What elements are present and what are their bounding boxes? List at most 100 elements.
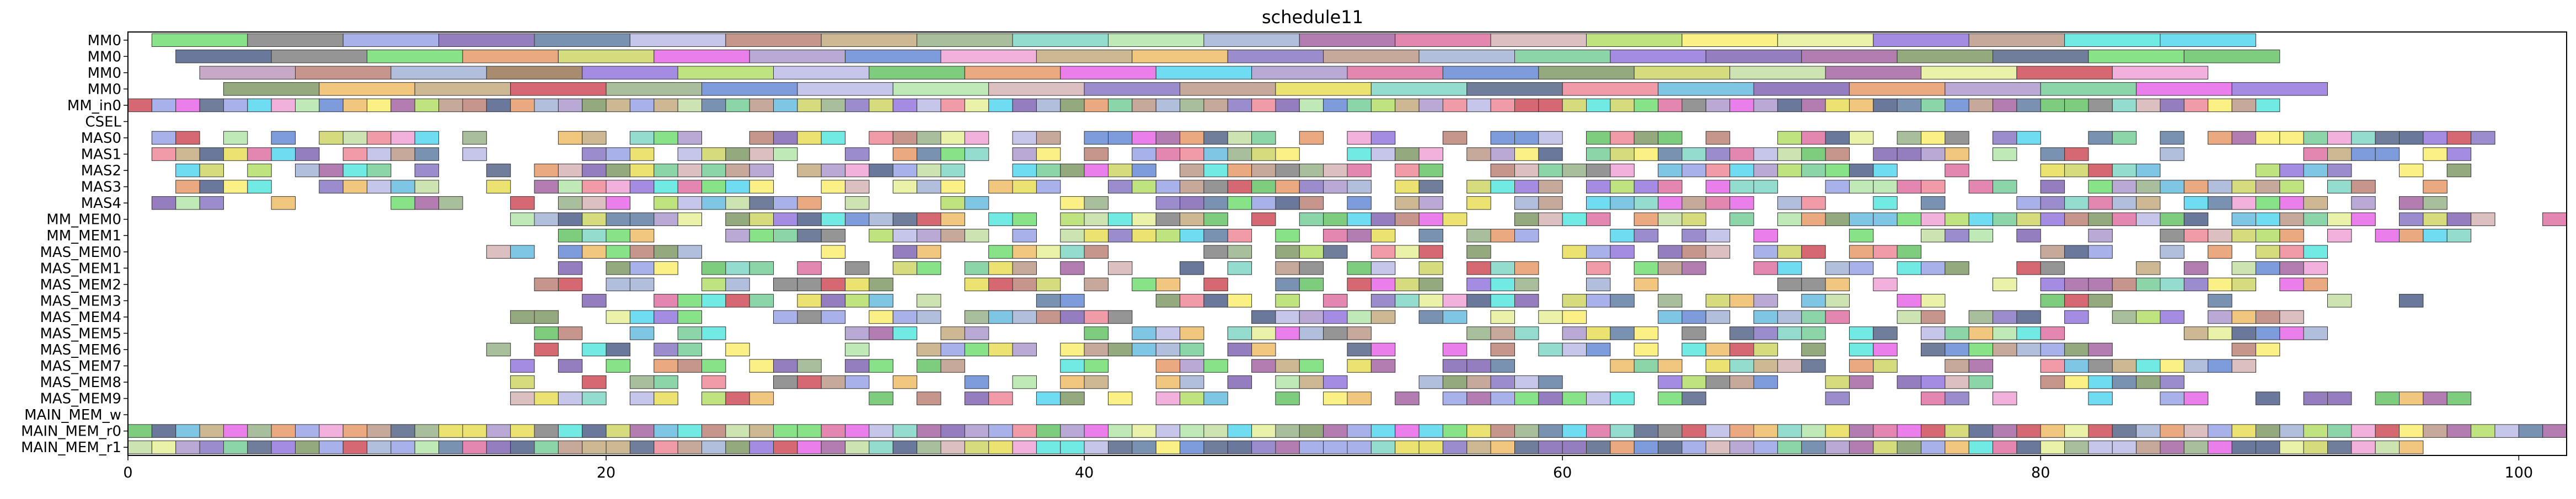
unit-task-bar-1155 (1036, 441, 1061, 454)
unit-task-bar-753 (1084, 310, 1108, 324)
task-bar-62 (1921, 66, 2017, 80)
unit-task-bar-944 (1323, 375, 1348, 389)
task-bar-22 (175, 50, 272, 63)
unit-task-bar-368 (2351, 180, 2376, 194)
unit-task-bar-1099 (2136, 424, 2161, 438)
row-label-19: MAS_MEM6 (40, 342, 121, 358)
unit-task-bar-1034 (582, 424, 607, 438)
unit-task-bar-215 (1897, 147, 1922, 161)
unit-task-bar-696 (701, 294, 726, 308)
unit-task-bar-249 (845, 163, 870, 178)
unit-task-bar-703 (917, 294, 941, 308)
unit-task-bar-483 (1968, 212, 1994, 226)
unit-task-bar-230 (247, 163, 272, 178)
unit-task-bar-140 (1897, 131, 1922, 145)
unit-task-bar-772 (1825, 310, 1850, 324)
unit-task-bar-462 (1347, 212, 1372, 226)
unit-task-bar-519 (1060, 229, 1085, 243)
unit-task-bar-975 (725, 391, 750, 405)
task-bar-32 (1132, 50, 1228, 63)
task-bar-41 (1993, 50, 2089, 63)
unit-task-bar-344 (1610, 180, 1635, 194)
unit-task-bar-612 (917, 261, 941, 275)
unit-task-bar-974 (701, 391, 726, 405)
unit-task-bar-1014 (2446, 391, 2472, 405)
unit-task-bar-659 (988, 277, 1013, 292)
unit-task-bar-284 (1849, 163, 1874, 178)
unit-task-bar-822 (1968, 326, 1994, 340)
unit-task-bar-924 (2231, 359, 2257, 373)
unit-task-bar-1165 (1275, 441, 1300, 454)
unit-task-bar-989 (1347, 391, 1372, 405)
unit-task-bar-520 (1084, 229, 1108, 243)
unit-task-bar-19 (582, 98, 607, 112)
unit-task-bar-590 (1801, 245, 1826, 259)
unit-task-bar-1110 (2399, 424, 2424, 438)
unit-task-bar-816 (1777, 326, 1802, 340)
unit-task-bar-821 (1945, 326, 1969, 340)
unit-task-bar-598 (2208, 245, 2232, 259)
unit-task-bar-730 (2040, 294, 2065, 308)
unit-task-bar-311 (606, 180, 630, 194)
unit-task-bar-768 (1705, 310, 1731, 324)
unit-task-bar-1040 (725, 424, 750, 438)
unit-task-bar-654 (797, 277, 822, 292)
unit-task-bar-71 (1825, 98, 1850, 112)
unit-task-bar-909 (1753, 359, 1778, 373)
unit-task-bar-1003 (1945, 391, 1969, 405)
unit-task-bar-513 (869, 229, 893, 243)
unit-task-bar-226 (2423, 147, 2448, 161)
unit-task-bar-738 (606, 310, 630, 324)
unit-task-bar-264 (1275, 163, 1300, 178)
unit-task-bar-72 (1849, 98, 1874, 112)
unit-task-bar-369 (2423, 180, 2448, 194)
unit-task-bar-413 (1777, 196, 1802, 210)
unit-task-bar-722 (1658, 294, 1683, 308)
unit-task-bar-809 (1562, 326, 1587, 340)
task-bar-47 (486, 66, 583, 80)
unit-task-bar-561 (606, 245, 630, 259)
unit-task-bar-502 (2471, 212, 2495, 226)
task-bar-63 (2016, 66, 2113, 80)
unit-task-bar-52 (1370, 98, 1396, 112)
unit-task-bar-649 (606, 277, 630, 292)
task-bar-13 (1395, 33, 1491, 47)
unit-task-bar-233 (342, 163, 368, 178)
unit-task-bar-163 (223, 147, 248, 161)
unit-task-bar-363 (2208, 180, 2232, 194)
unit-task-bar-313 (654, 180, 678, 194)
unit-task-bar-835 (606, 342, 630, 357)
unit-task-bar-254 (1012, 163, 1037, 178)
unit-task-bar-640 (2040, 261, 2065, 275)
unit-task-bar-386 (773, 196, 798, 210)
unit-task-bar-1072 (1490, 424, 1515, 438)
unit-task-bar-801 (1251, 326, 1276, 340)
unit-task-bar-980 (988, 391, 1013, 405)
unit-task-bar-1044 (821, 424, 846, 438)
unit-task-bar-428 (2303, 196, 2328, 210)
unit-task-bar-869 (1945, 342, 1969, 357)
unit-task-bar-444 (821, 212, 846, 226)
unit-task-bar-319 (845, 180, 870, 194)
unit-task-bar-570 (1036, 245, 1061, 259)
unit-task-bar-769 (1753, 310, 1778, 324)
x-tick-label-5: 100 (2505, 464, 2534, 481)
unit-task-bar-527 (1275, 229, 1300, 243)
unit-task-bar-802 (1275, 326, 1300, 340)
unit-task-bar-645 (2279, 261, 2304, 275)
unit-task-bar-328 (1155, 180, 1181, 194)
unit-task-bar-291 (2136, 163, 2161, 178)
task-bar-73 (988, 82, 1085, 96)
unit-task-bar-746 (892, 310, 918, 324)
unit-task-bar-362 (2183, 180, 2209, 194)
unit-task-bar-732 (2088, 294, 2113, 308)
unit-task-bar-84 (2136, 98, 2161, 112)
unit-task-bar-347 (1705, 180, 1731, 194)
unit-task-bar-827 (2208, 326, 2232, 340)
unit-task-bar-1208 (2303, 441, 2328, 454)
unit-task-bar-109 (869, 131, 893, 145)
unit-task-bar-831 (2303, 326, 2328, 340)
unit-task-bar-23 (677, 98, 702, 112)
unit-task-bar-1150 (917, 441, 941, 454)
